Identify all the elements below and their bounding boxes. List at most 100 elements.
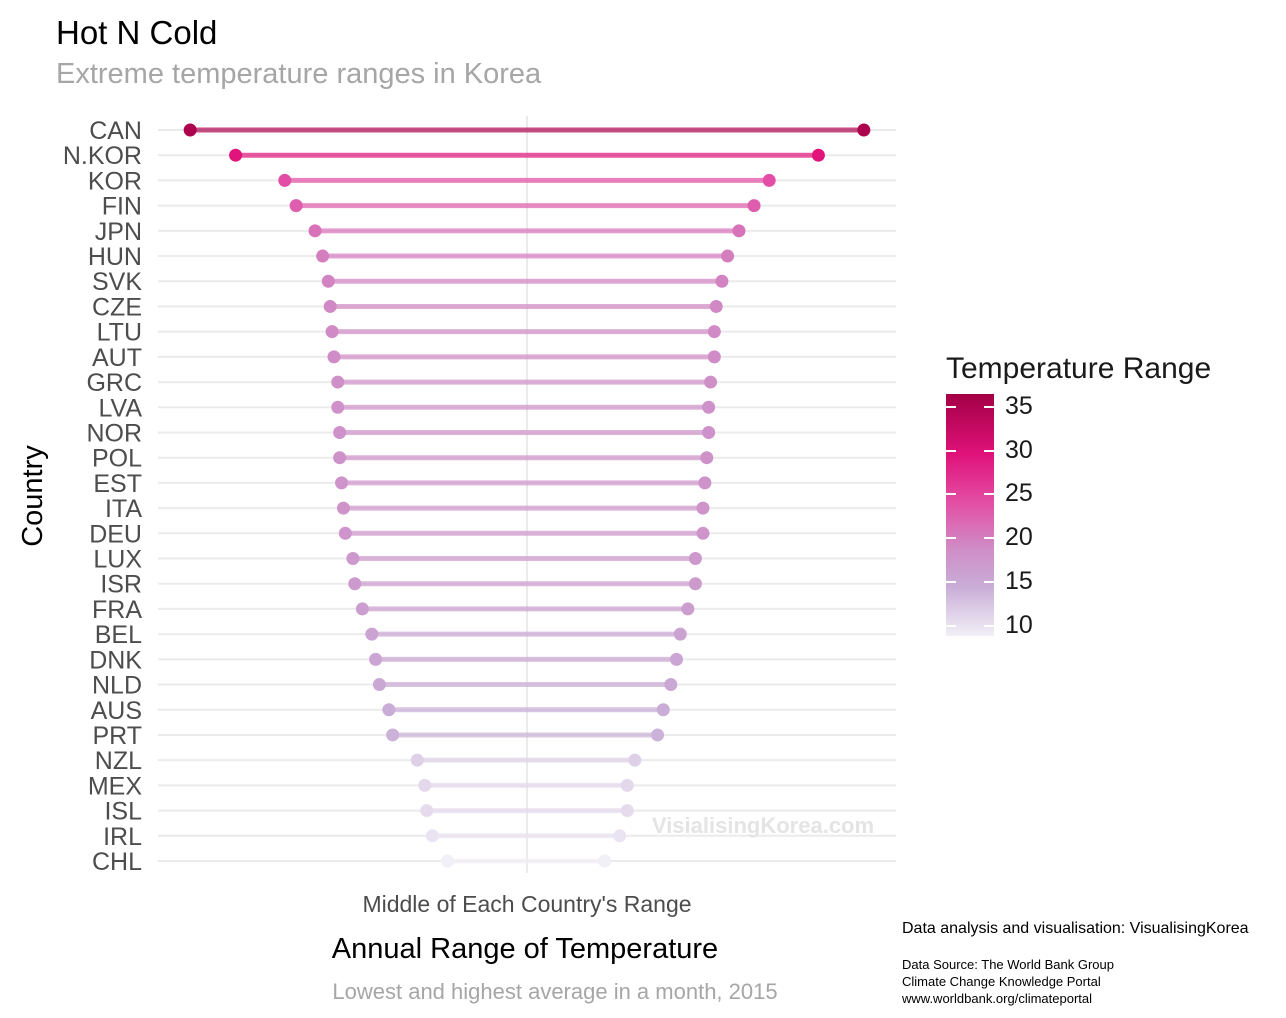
country-label: DEU: [89, 520, 142, 548]
country-label: IRL: [103, 823, 142, 851]
high-point-nld: [664, 678, 678, 692]
low-point-lva: [331, 400, 345, 414]
country-label: CZE: [92, 293, 142, 321]
country-label: N.KOR: [63, 142, 142, 170]
y-axis-label: Country: [17, 445, 49, 547]
low-point-jpn: [308, 224, 322, 238]
low-point-mex: [418, 778, 432, 792]
country-label: KOR: [88, 167, 142, 195]
chart-title: Hot N Cold: [56, 14, 218, 51]
legend-tick-label: 10: [1005, 610, 1033, 639]
country-label: FIN: [102, 193, 142, 221]
legend-tick-right: [984, 449, 994, 452]
low-point-svk: [321, 274, 335, 288]
high-point-bel: [673, 627, 687, 641]
legend-tick-left: [946, 624, 956, 627]
low-point-aut: [327, 350, 341, 364]
country-label: BEL: [95, 621, 142, 649]
country-label: HUN: [88, 243, 142, 271]
high-point-lux: [688, 552, 702, 566]
high-point-nkor: [811, 148, 825, 162]
low-point-nkor: [229, 148, 243, 162]
high-point-dnk: [669, 652, 683, 666]
low-point-nor: [333, 425, 347, 439]
legend-tick-label: 20: [1005, 523, 1033, 552]
low-point-est: [335, 476, 349, 490]
low-point-deu: [338, 526, 352, 540]
source-line-3: www.worldbank.org/climateportal: [902, 991, 1093, 1006]
watermark: VisialisingKorea.com: [652, 813, 874, 838]
country-label: EST: [93, 470, 142, 498]
country-label: ISL: [104, 798, 142, 826]
high-point-irl: [613, 829, 627, 843]
low-point-prt: [386, 728, 400, 742]
low-point-fin: [289, 199, 303, 213]
high-point-deu: [696, 526, 710, 540]
country-label: NOR: [86, 419, 142, 447]
country-labels: CANN.KORKORFINJPNHUNSVKCZELTUAUTGRCLVANO…: [63, 117, 143, 876]
legend-tick-right: [984, 537, 994, 540]
high-point-cze: [709, 299, 723, 313]
high-point-lva: [702, 400, 716, 414]
high-point-prt: [651, 728, 665, 742]
low-point-aus: [382, 703, 396, 717]
high-point-hun: [721, 249, 735, 263]
chart-caption: Lowest and highest average in a month, 2…: [332, 979, 777, 1004]
high-point-aus: [656, 703, 670, 717]
country-label: POL: [92, 445, 142, 473]
high-point-ltu: [707, 325, 721, 339]
low-point-lux: [346, 552, 360, 566]
country-label: ITA: [105, 495, 142, 523]
high-point-can: [857, 123, 871, 137]
country-label: AUS: [91, 697, 142, 725]
legend-title: Temperature Range: [946, 352, 1212, 385]
country-label: CHL: [92, 848, 142, 876]
high-point-kor: [762, 173, 776, 187]
legend-tick-right: [984, 580, 994, 583]
country-label: ISR: [100, 571, 142, 599]
legend-tick-left: [946, 493, 956, 496]
low-point-isl: [420, 804, 434, 818]
high-point-svk: [715, 274, 729, 288]
high-point-ita: [696, 501, 710, 515]
country-label: SVK: [92, 268, 142, 296]
country-label: DNK: [89, 646, 142, 674]
high-point-pol: [700, 451, 714, 465]
chart-marks: [183, 123, 871, 868]
legend-tick-label: 25: [1005, 479, 1033, 508]
country-label: CAN: [89, 117, 142, 145]
legend-tick-left: [946, 449, 956, 452]
x-tick-label: Middle of Each Country's Range: [362, 891, 691, 917]
x-axis-label: Annual Range of Temperature: [332, 933, 718, 965]
legend-tick-left: [946, 580, 956, 583]
high-point-isr: [688, 577, 702, 591]
low-point-bel: [365, 627, 379, 641]
high-point-jpn: [732, 224, 746, 238]
low-point-ita: [336, 501, 350, 515]
country-label: NLD: [92, 672, 142, 700]
low-point-nld: [372, 678, 386, 692]
country-label: FRA: [92, 596, 142, 624]
high-point-nzl: [628, 753, 642, 767]
low-point-isr: [348, 577, 362, 591]
high-point-chl: [598, 854, 612, 868]
country-label: MEX: [88, 772, 143, 800]
country-label: GRC: [86, 369, 142, 397]
legend-tick-label: 35: [1005, 392, 1033, 421]
high-point-est: [698, 476, 712, 490]
country-label: NZL: [95, 747, 142, 775]
legend-tick-right: [984, 624, 994, 627]
high-point-isl: [620, 804, 634, 818]
legend-tick-right: [984, 493, 994, 496]
legend-tick-left: [946, 406, 956, 409]
low-point-dnk: [369, 652, 383, 666]
low-point-chl: [441, 854, 455, 868]
high-point-grc: [704, 375, 718, 389]
low-point-ltu: [325, 325, 339, 339]
high-point-mex: [620, 778, 634, 792]
country-label: AUT: [92, 344, 142, 372]
legend-tick-left: [946, 537, 956, 540]
legend-colorbar: [946, 394, 994, 636]
country-label: LUX: [93, 546, 142, 574]
